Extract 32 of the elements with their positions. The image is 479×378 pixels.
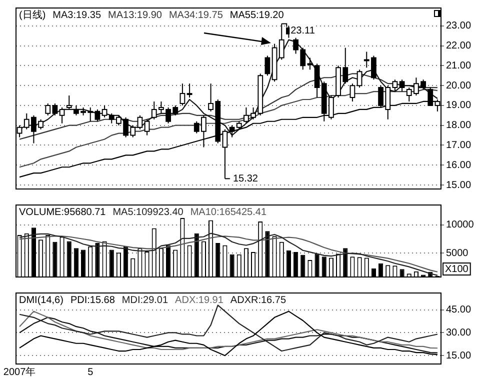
text: MA5:109923.40 [112,206,184,218]
x-tick-label: 5 [88,366,94,378]
text: MDI:29.01 [122,294,168,306]
annotation: 15.32 [232,173,258,184]
y-tick-label: 23.00 [446,20,472,32]
text: X100 [445,264,469,275]
series-label: VOLUME:95680.71 [19,206,106,218]
x-tick-label: 2007年 [3,366,36,378]
chart-title: (日线) [19,8,46,21]
y-tick-label: 16.00 [446,160,472,171]
y-tick-label: 5000 [446,248,469,259]
y-tick-label: 17.00 [446,140,472,151]
y-tick-label: 10000 [446,220,474,231]
y-tick-label: 18.00 [446,120,472,132]
text: MA55:19.20 [230,10,284,21]
text: ADXR:16.75 [230,294,286,306]
text: MA10:165425.41 [190,206,267,218]
text: MA13:19.90 [108,10,162,21]
y-tick-label: 20.00 [446,80,472,92]
annotation: 23.11 [290,25,316,36]
y-tick-label: 22.00 [446,40,472,52]
y-tick-label: 19.00 [446,100,472,112]
y-tick-label: 15.00 [446,180,472,191]
y-tick-label: 21.00 [446,60,472,72]
chart-title: DMI(14,6) [19,294,64,306]
y-tick-label: 45.00 [446,304,472,316]
text: PDI:15.68 [70,294,116,306]
text: MA34:19.75 [168,10,224,21]
y-tick-label: 15.00 [446,350,472,362]
text: ADX:19.91 [175,294,224,306]
y-tick-label: 30.00 [446,327,472,338]
text: MA3:19.35 [52,10,102,21]
